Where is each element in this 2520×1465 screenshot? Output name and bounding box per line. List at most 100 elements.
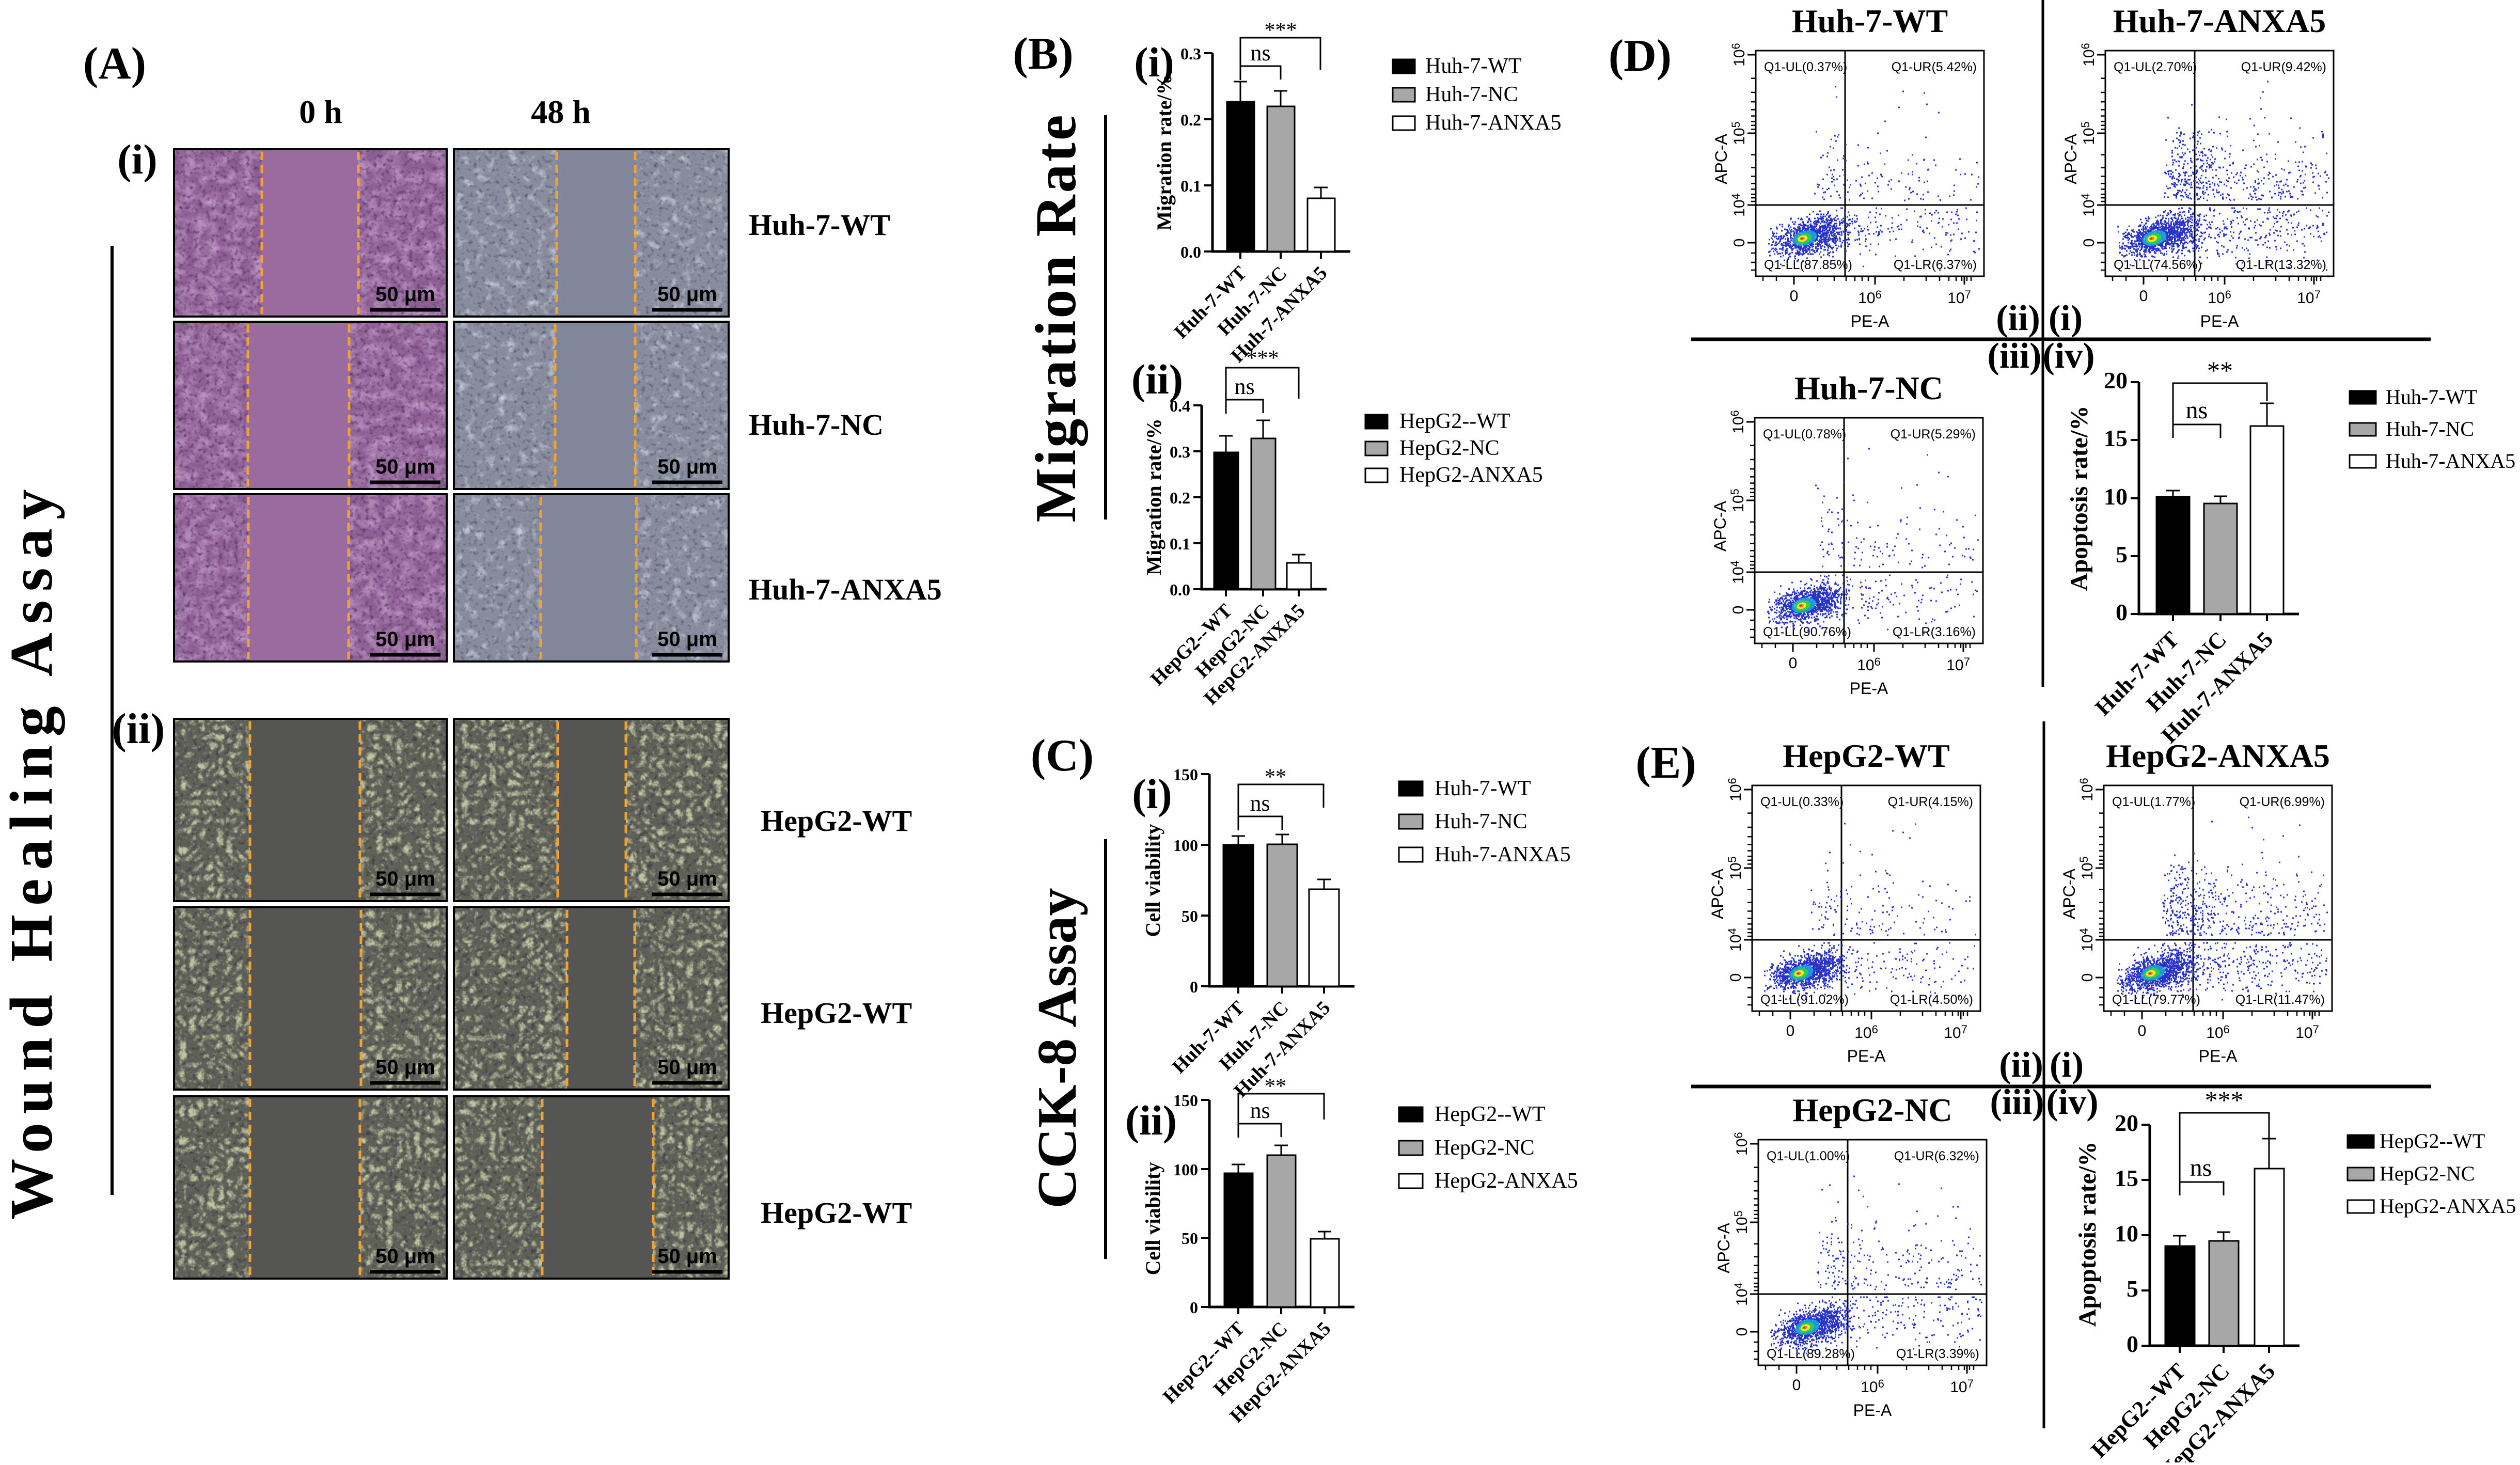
svg-text:(iii): (iii)	[1990, 1082, 2044, 1122]
svg-text:(D): (D)	[1609, 31, 1672, 81]
svg-text:Q1-UR(5.29%): Q1-UR(5.29%)	[1891, 427, 1976, 442]
svg-text:10: 10	[2115, 1220, 2138, 1247]
svg-text:(iii): (iii)	[1988, 336, 2042, 376]
svg-text:50 μm: 50 μm	[375, 628, 435, 651]
svg-text:(ii): (ii)	[1131, 356, 1183, 403]
svg-text:APC-A: APC-A	[2060, 868, 2078, 919]
svg-text:Apoptosis rate/%: Apoptosis rate/%	[2066, 406, 2093, 591]
svg-text:0: 0	[1727, 973, 1744, 982]
svg-text:Q1-UL(0.37%): Q1-UL(0.37%)	[1764, 60, 1847, 74]
svg-text:(ii): (ii)	[112, 705, 165, 753]
svg-text:Huh-7-WT: Huh-7-WT	[1425, 54, 1522, 78]
svg-text:0: 0	[2116, 599, 2128, 625]
svg-text:50 μm: 50 μm	[375, 283, 435, 306]
svg-text:(iv): (iv)	[2046, 1082, 2098, 1122]
svg-text:PE-A: PE-A	[2200, 312, 2239, 330]
svg-text:(C): (C)	[1031, 731, 1094, 781]
svg-text:105: 105	[1728, 489, 1747, 512]
svg-text:0: 0	[1190, 1298, 1198, 1317]
svg-text:0: 0	[2138, 1022, 2147, 1039]
svg-text:ns: ns	[1250, 1098, 1270, 1123]
svg-text:150: 150	[1173, 1091, 1198, 1110]
svg-text:0: 0	[2139, 288, 2148, 305]
svg-text:0.3: 0.3	[1170, 443, 1190, 461]
svg-text:0.3: 0.3	[1180, 44, 1201, 63]
svg-text:15: 15	[2115, 1165, 2138, 1191]
svg-text:HepG2-WT: HepG2-WT	[1783, 737, 1950, 774]
svg-text:100: 100	[1173, 836, 1198, 855]
svg-text:Huh-7-NC: Huh-7-NC	[1425, 83, 1518, 106]
svg-text:50 μm: 50 μm	[657, 455, 717, 478]
svg-text:Huh-7-ANXA5: Huh-7-ANXA5	[1425, 111, 1562, 135]
svg-text:PE-A: PE-A	[2199, 1047, 2238, 1065]
svg-text:Q1-LR(4.50%): Q1-LR(4.50%)	[1890, 993, 1973, 1007]
svg-text:HepG2-NC: HepG2-NC	[1435, 1136, 1535, 1160]
svg-text:Huh-7-ANXA5: Huh-7-ANXA5	[2113, 3, 2326, 39]
svg-text:0.2: 0.2	[1170, 489, 1190, 507]
svg-text:APC-A: APC-A	[1708, 868, 1727, 919]
svg-text:Huh-7-WT: Huh-7-WT	[1792, 3, 1948, 39]
svg-text:107: 107	[1946, 655, 1970, 674]
svg-text:100: 100	[1173, 1160, 1198, 1179]
svg-text:48 h: 48 h	[531, 93, 591, 130]
svg-text:0.4: 0.4	[1170, 397, 1190, 415]
svg-text:0: 0	[1731, 239, 1748, 247]
svg-text:0: 0	[1786, 1022, 1795, 1039]
svg-text:50 μm: 50 μm	[657, 1056, 717, 1079]
svg-text:0.0: 0.0	[1170, 580, 1190, 599]
svg-text:HepG2--WT: HepG2--WT	[2380, 1129, 2485, 1153]
svg-text:0: 0	[1790, 288, 1799, 305]
svg-text:Q1-UL(0.33%): Q1-UL(0.33%)	[1760, 795, 1844, 809]
svg-text:PE-A: PE-A	[1850, 679, 1888, 698]
svg-text:(B): (B)	[1013, 29, 1073, 79]
svg-text:HepG2-NC: HepG2-NC	[2380, 1162, 2475, 1185]
svg-text:***: ***	[1247, 346, 1279, 370]
svg-text:Q1-UL(2.70%): Q1-UL(2.70%)	[2114, 60, 2197, 74]
svg-text:Huh-7-WT: Huh-7-WT	[2386, 385, 2478, 408]
svg-text:0: 0	[1734, 1328, 1751, 1336]
svg-text:Huh-7-ANXA5: Huh-7-ANXA5	[749, 573, 942, 606]
svg-text:Q1-LL(87.85%): Q1-LL(87.85%)	[1764, 258, 1852, 272]
svg-text:50 μm: 50 μm	[375, 455, 435, 478]
svg-text:HepG2--WT: HepG2--WT	[1399, 409, 1510, 433]
svg-text:Huh-7-NC: Huh-7-NC	[2386, 417, 2474, 440]
svg-text:***: ***	[1265, 19, 1297, 42]
svg-text:0.1: 0.1	[1170, 534, 1190, 553]
svg-text:HepG2-ANXA5: HepG2-ANXA5	[1399, 463, 1543, 487]
svg-text:Q1-LL(79.77%): Q1-LL(79.77%)	[2112, 993, 2200, 1007]
svg-text:HepG2-WT: HepG2-WT	[761, 804, 912, 838]
svg-text:150: 150	[1173, 765, 1198, 784]
svg-text:50 μm: 50 μm	[375, 868, 435, 890]
svg-text:(i): (i)	[117, 136, 157, 183]
svg-text:Q1-LR(3.16%): Q1-LR(3.16%)	[1893, 625, 1976, 639]
svg-text:***: ***	[2205, 1085, 2244, 1114]
svg-text:Huh-7-WT: Huh-7-WT	[749, 208, 890, 242]
svg-text:Q1-LL(91.02%): Q1-LL(91.02%)	[1760, 993, 1849, 1007]
svg-text:0.2: 0.2	[1180, 111, 1201, 129]
svg-text:ns: ns	[2186, 397, 2208, 424]
svg-text:105: 105	[1732, 1210, 1751, 1234]
svg-text:106: 106	[1726, 778, 1744, 801]
svg-text:PE-A: PE-A	[1851, 312, 1889, 330]
svg-text:PE-A: PE-A	[1847, 1047, 1886, 1065]
svg-text:(i): (i)	[2049, 298, 2083, 338]
svg-text:ns: ns	[1250, 791, 1270, 816]
svg-text:0.0: 0.0	[1180, 243, 1201, 261]
svg-text:**: **	[1265, 765, 1286, 789]
svg-text:Huh-7-NC: Huh-7-NC	[1794, 370, 1943, 406]
svg-text:HepG2--WT: HepG2--WT	[1435, 1102, 1546, 1126]
svg-text:0: 0	[2081, 239, 2098, 247]
svg-text:50 μm: 50 μm	[375, 1245, 435, 1268]
svg-text:Migration rate/%: Migration rate/%	[1142, 418, 1166, 575]
svg-text:20: 20	[2115, 1110, 2138, 1136]
svg-text:Q1-UR(5.42%): Q1-UR(5.42%)	[1892, 60, 1977, 74]
svg-text:Huh-7-WT: Huh-7-WT	[1435, 777, 1531, 800]
svg-text:(i): (i)	[1134, 39, 1174, 86]
svg-text:0: 0	[1730, 606, 1747, 615]
svg-text:15: 15	[2104, 425, 2128, 451]
svg-text:Q1-UR(9.42%): Q1-UR(9.42%)	[2241, 60, 2326, 74]
svg-text:ns: ns	[2190, 1154, 2212, 1182]
svg-text:HepG2-ANXA5: HepG2-ANXA5	[1435, 1169, 1578, 1193]
svg-text:50 μm: 50 μm	[375, 1056, 435, 1079]
svg-text:(iv): (iv)	[2042, 336, 2094, 376]
